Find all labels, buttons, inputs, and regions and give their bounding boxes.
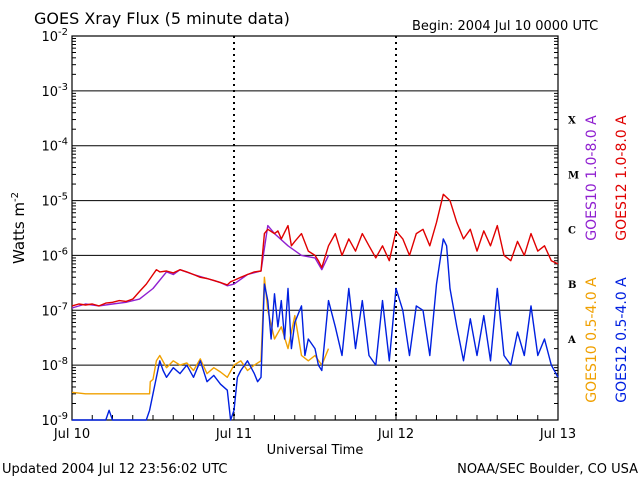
x-tick-label: Jul 10 (53, 427, 90, 442)
footer-updated: Updated 2004 Jul 12 23:56:02 UTC (2, 462, 227, 477)
y-tick-label: 10-9 (41, 411, 68, 429)
plot-frame (71, 35, 559, 421)
y-tick-label: 10-5 (41, 192, 68, 210)
y-axis-ticks: 10-2 10-3 10-4 10-5 10-6 10-7 10-8 10-9 (41, 27, 558, 429)
x-tick-label: Jul 12 (377, 427, 414, 442)
y-axis-label: Watts m-2 (10, 192, 28, 264)
y-tick-label: 10-6 (41, 246, 68, 264)
begin-label: Begin: 2004 Jul 10 0000 UTC (412, 19, 598, 34)
x-tick-label: Jul 11 (215, 427, 252, 442)
series-line-1 (71, 193, 559, 307)
footer-source: NOAA/SEC Boulder, CO USA (457, 462, 638, 477)
legend-entry-0: GOES10 1.0-8.0 A (584, 115, 600, 241)
flare-class-x: X (568, 116, 576, 127)
chart-title: GOES Xray Flux (5 minute data) (34, 9, 290, 28)
x-axis-ticks: Jul 10 Jul 11 Jul 12 Jul 13 (53, 412, 576, 442)
x-tick-label: Jul 13 (539, 427, 576, 442)
y-axis-label-text: Watts m (10, 202, 28, 264)
y-tick-label: 10-2 (41, 27, 68, 45)
y-tick-label: 10-7 (41, 301, 68, 319)
series-line-2 (71, 276, 330, 395)
y-tick-label: 10-3 (41, 82, 68, 100)
flare-class-c: C (568, 225, 576, 236)
flare-class-labels: X M C B A (567, 116, 579, 346)
legend-entry-3: GOES12 0.5-4.0 A (614, 277, 630, 403)
grid (72, 36, 558, 420)
y-tick-label: 10-8 (41, 356, 68, 374)
series-line-3 (72, 238, 559, 421)
x-axis-label: Universal Time (267, 443, 364, 458)
series-lines (71, 193, 559, 421)
y-axis-label-sup: -2 (10, 192, 21, 202)
legend-entry-1: GOES12 1.0-8.0 A (614, 115, 630, 241)
legend: GOES10 1.0-8.0 A GOES12 1.0-8.0 A GOES10 0… (584, 115, 630, 403)
flare-class-b: B (568, 280, 576, 291)
flare-class-m: M (568, 170, 579, 181)
y-tick-label: 10-4 (41, 137, 68, 155)
svg-text:Watts m-2: Watts m-2 (10, 192, 28, 264)
legend-entry-2: GOES10 0.5-4.0 A (584, 277, 600, 403)
flare-class-a: A (567, 335, 576, 346)
